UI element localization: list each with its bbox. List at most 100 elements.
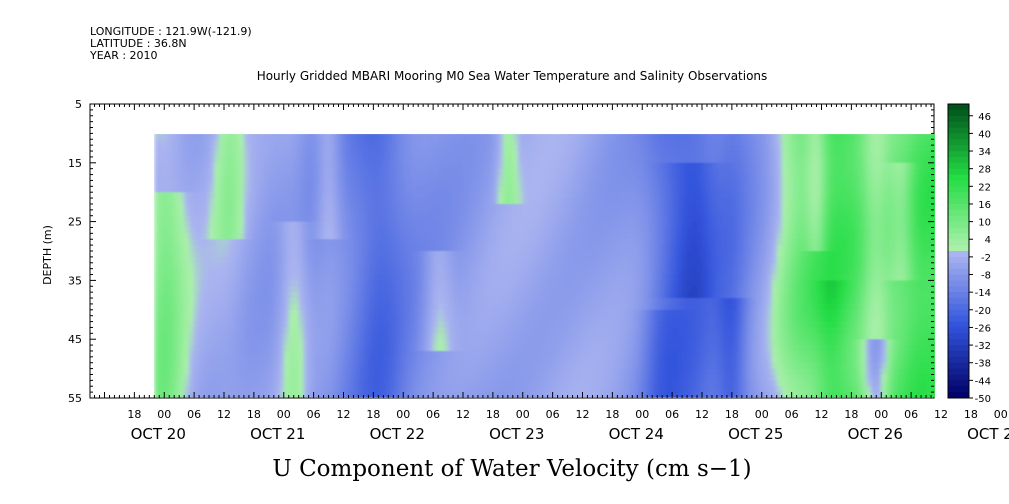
heat-cell — [567, 298, 574, 305]
heat-cell — [647, 156, 653, 164]
heat-cell — [238, 186, 245, 193]
heat-cell — [348, 368, 355, 376]
heat-cell — [293, 262, 300, 270]
heat-cell — [632, 368, 638, 376]
heat-cell — [413, 386, 419, 393]
heat-cell — [238, 134, 245, 140]
heat-cell — [532, 303, 539, 311]
heat-cell — [248, 186, 255, 193]
heat-cell — [647, 186, 653, 193]
heat-cell — [169, 198, 175, 205]
heat-cell — [527, 327, 534, 334]
heat-cell — [248, 362, 255, 370]
heat-cell — [263, 292, 270, 299]
heat-cell — [263, 368, 270, 376]
heat-cell — [393, 180, 399, 187]
heat-cell — [637, 280, 643, 287]
heat-cell — [647, 139, 653, 146]
heat-cell — [652, 339, 658, 346]
heat-cell — [283, 350, 290, 358]
heat-cell — [487, 386, 494, 393]
heat-cell — [423, 192, 429, 199]
heat-cell — [258, 380, 265, 387]
heat-cell — [458, 286, 464, 293]
heat-cell — [577, 386, 584, 393]
heat-cell — [368, 256, 374, 264]
heat-cell — [512, 303, 519, 311]
heat-cell — [393, 168, 399, 176]
heat-cell — [667, 356, 673, 364]
heat-cell — [233, 203, 240, 211]
heat-cell — [293, 215, 300, 223]
heat-cell — [423, 174, 429, 182]
heat-cell — [278, 268, 285, 276]
heat-cell — [378, 221, 384, 229]
heat-cell — [283, 280, 290, 287]
heat-cell — [682, 356, 688, 364]
heat-cell — [672, 221, 678, 229]
heat-cell — [512, 209, 519, 217]
heat-cell — [373, 203, 379, 211]
heat-cell — [637, 192, 643, 199]
heat-cell — [657, 245, 663, 252]
heat-cell — [482, 309, 489, 317]
heat-cell — [338, 315, 345, 323]
heat-cell — [333, 386, 340, 393]
heat-cell — [373, 303, 379, 311]
heat-cell — [562, 245, 569, 252]
heat-cell — [278, 292, 285, 299]
heat-cell — [248, 209, 255, 217]
heat-cell — [567, 321, 574, 329]
heat-cell — [383, 186, 389, 193]
heat-cell — [517, 309, 524, 317]
heat-cell — [577, 286, 584, 293]
heat-cell — [607, 362, 613, 370]
heat-cell — [408, 309, 414, 317]
heat-cell — [363, 350, 369, 358]
heat-cell — [587, 292, 594, 299]
heat-cell — [537, 298, 544, 305]
heat-cell — [403, 327, 409, 334]
heat-cell — [169, 292, 175, 299]
heat-cell — [248, 203, 255, 211]
heat-cell — [413, 256, 419, 264]
heat-cell — [194, 174, 200, 182]
heat-cell — [393, 139, 399, 146]
heat-cell — [448, 180, 454, 187]
heat-cell — [477, 321, 484, 329]
heat-cell — [199, 174, 205, 182]
heat-cell — [428, 221, 434, 229]
heat-cell — [537, 345, 544, 352]
heat-cell — [368, 350, 374, 358]
heat-cell — [293, 309, 300, 317]
heat-cell — [328, 392, 335, 397]
heat-cell — [547, 262, 554, 270]
heat-cell — [637, 227, 643, 234]
heat-cell — [293, 350, 300, 358]
heat-cell — [408, 268, 414, 276]
heat-cell — [507, 345, 514, 352]
heat-cell — [458, 333, 464, 340]
heat-cell — [428, 162, 434, 170]
heat-cell — [622, 145, 628, 152]
heat-cell — [363, 215, 369, 223]
heat-cell — [672, 333, 678, 340]
heat-cell — [507, 309, 514, 317]
heat-cell — [597, 368, 604, 376]
heat-cell — [293, 339, 300, 346]
heat-cell — [617, 180, 623, 187]
heat-cell — [214, 256, 220, 264]
heat-cell — [189, 233, 195, 240]
heat-cell — [154, 192, 160, 199]
heat-cell — [398, 239, 404, 246]
heat-cell — [557, 215, 564, 223]
heat-cell — [253, 380, 260, 387]
heat-cell — [458, 192, 464, 199]
heat-cell — [368, 356, 374, 364]
heat-cell — [492, 145, 499, 152]
heat-cell — [248, 262, 255, 270]
heat-cell — [338, 303, 345, 311]
heat-cell — [253, 309, 260, 317]
heat-cell — [398, 186, 404, 193]
heat-cell — [477, 327, 484, 334]
